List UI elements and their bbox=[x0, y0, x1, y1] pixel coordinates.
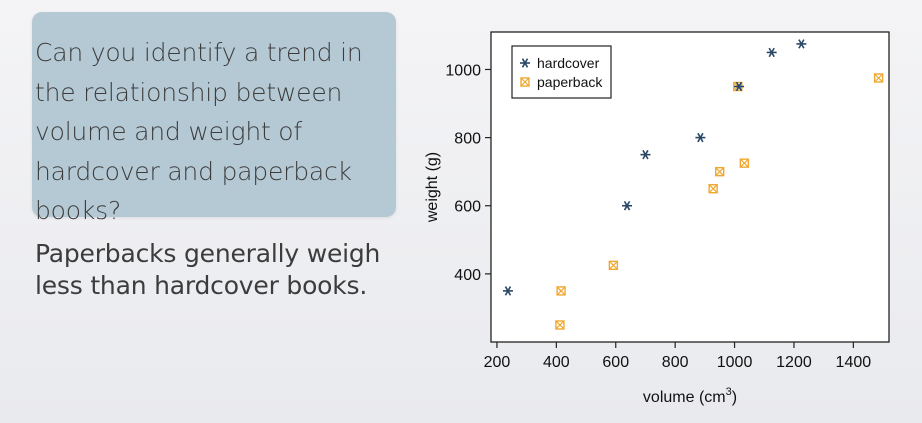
y-axis-title: weight (g) bbox=[424, 152, 441, 223]
legend: hardcover paperback bbox=[512, 46, 611, 98]
x-tick-label: 800 bbox=[662, 354, 689, 371]
y-tick-label: 1000 bbox=[445, 62, 481, 79]
x-tick-label: 200 bbox=[484, 354, 511, 371]
y-tick-label: 600 bbox=[454, 199, 481, 216]
y-tick-label: 400 bbox=[454, 267, 481, 284]
y-tick-label: 800 bbox=[454, 131, 481, 148]
legend-hardcover-label: hardcover bbox=[537, 55, 600, 71]
x-tick-label: 1400 bbox=[836, 354, 872, 371]
x-tick-label: 400 bbox=[543, 354, 570, 371]
x-tick-label: 600 bbox=[602, 354, 629, 371]
x-tick-label: 1000 bbox=[717, 354, 753, 371]
x-tick-label: 1200 bbox=[776, 354, 812, 371]
legend-box bbox=[512, 46, 611, 98]
legend-paperback-label: paperback bbox=[537, 74, 603, 90]
x-axis-title: volume (cm3) bbox=[643, 386, 737, 406]
